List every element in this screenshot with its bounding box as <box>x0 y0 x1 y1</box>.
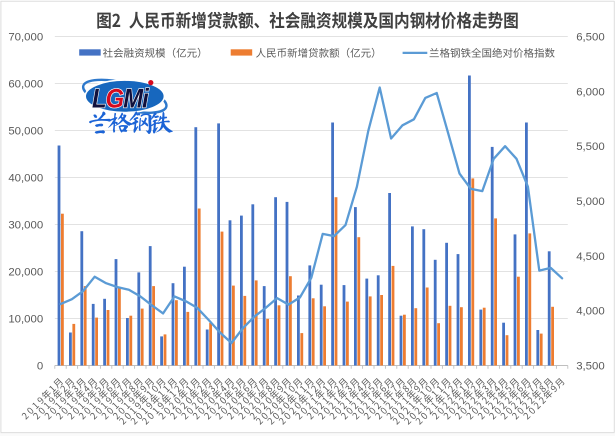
svg-text:40,000: 40,000 <box>8 173 43 185</box>
svg-text:3,500: 3,500 <box>576 361 605 373</box>
svg-text:10,000: 10,000 <box>8 314 43 326</box>
svg-text:70,000: 70,000 <box>8 32 43 44</box>
svg-text:6,000: 6,000 <box>576 86 605 98</box>
svg-text:30,000: 30,000 <box>8 220 43 232</box>
svg-text:4,500: 4,500 <box>576 251 605 263</box>
svg-text:50,000: 50,000 <box>8 126 43 138</box>
svg-text:LGMi: LGMi <box>92 84 150 114</box>
svg-text:20,000: 20,000 <box>8 267 43 279</box>
svg-text:5,000: 5,000 <box>576 196 605 208</box>
svg-text:0: 0 <box>37 361 43 373</box>
svg-text:60,000: 60,000 <box>8 79 43 91</box>
svg-text:6,500: 6,500 <box>576 32 605 44</box>
svg-text:5,500: 5,500 <box>576 141 605 153</box>
svg-text:4,000: 4,000 <box>576 306 605 318</box>
